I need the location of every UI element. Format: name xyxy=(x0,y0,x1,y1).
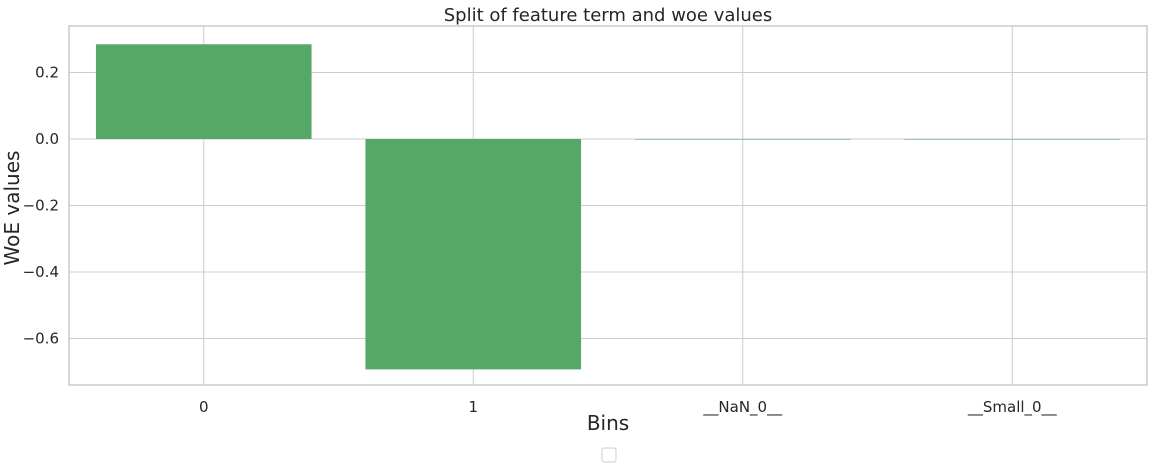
x-axis-label: Bins xyxy=(587,411,629,435)
y-axis-label: WoE values xyxy=(0,151,24,266)
bar-0 xyxy=(95,44,312,140)
plot-frame xyxy=(68,25,1148,386)
x-tick-label: __Small_0__ xyxy=(967,398,1057,417)
legend-box xyxy=(601,447,617,463)
y-tick-label: 0.2 xyxy=(35,64,59,82)
y-tick-label: 0.0 xyxy=(35,130,59,148)
y-tick-label: −0.2 xyxy=(23,197,59,215)
x-tick-label: __NaN_0__ xyxy=(702,398,782,417)
bar-3 xyxy=(904,139,1121,140)
bar-1 xyxy=(365,139,582,370)
bars xyxy=(95,44,1121,370)
x-tick-labels: 0 1 __NaN_0__ __Small_0__ xyxy=(199,398,1057,417)
bar-2 xyxy=(634,139,851,140)
x-tick-label: 1 xyxy=(468,398,478,416)
x-tick-label: 0 xyxy=(199,398,209,416)
chart-title: Split of feature term and woe values xyxy=(444,5,773,26)
y-tick-label: −0.6 xyxy=(23,329,59,347)
y-tick-labels: 0.2 0.0 −0.2 −0.4 −0.6 xyxy=(23,64,59,348)
y-tick-label: −0.4 xyxy=(23,263,59,281)
